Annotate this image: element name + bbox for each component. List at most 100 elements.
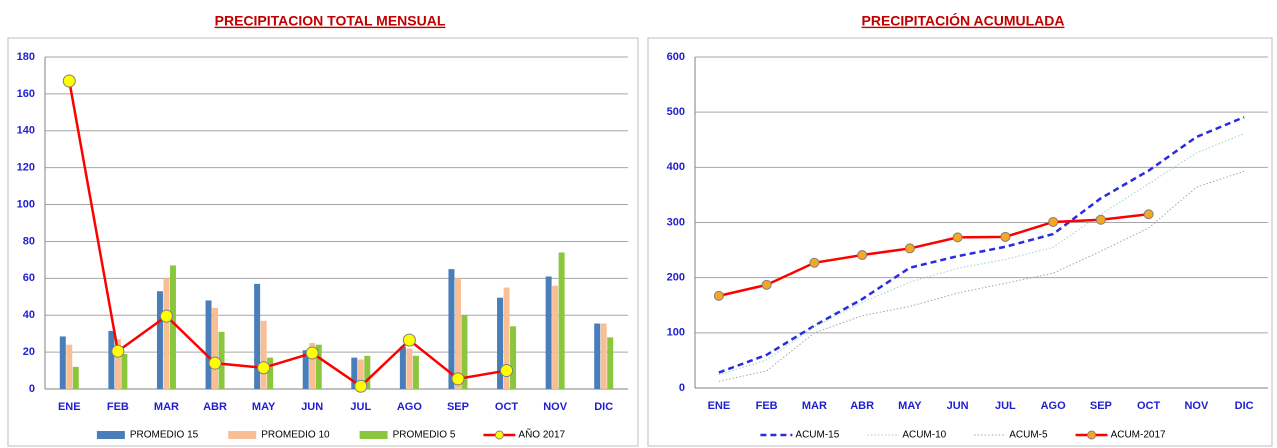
legend-swatch [359, 431, 388, 439]
legend-label: ACUM-15 [795, 430, 839, 441]
line-series [718, 133, 1245, 376]
marker [305, 346, 319, 360]
bar [364, 355, 371, 389]
line-series [718, 115, 1245, 374]
x-tick-label: ENE [58, 401, 81, 413]
bar [594, 323, 601, 389]
legend-label: ACUM-10 [902, 430, 946, 441]
line-series [718, 212, 1149, 298]
x-tick-label: ENE [708, 400, 731, 412]
y-tick-label: 400 [667, 161, 685, 173]
x-tick-label: SEP [447, 401, 469, 413]
bar [558, 252, 565, 389]
chart-title: PRECIPITACIÓN ACUMULADA [862, 12, 1065, 29]
bar [545, 276, 552, 389]
legend-marker [494, 430, 504, 440]
y-tick-label: 0 [679, 382, 685, 394]
x-tick-label: NOV [543, 401, 568, 413]
x-tick-label: OCT [495, 401, 519, 413]
x-tick-label: NOV [1184, 400, 1209, 412]
y-tick-label: 500 [667, 106, 685, 118]
marker [904, 243, 915, 254]
marker [354, 379, 368, 393]
x-tick-label: JUN [947, 400, 969, 412]
bar [163, 278, 170, 389]
y-tick-label: 120 [17, 162, 35, 174]
marker [208, 356, 222, 370]
bar [212, 307, 219, 389]
x-tick-label: JUL [995, 400, 1016, 412]
bar [406, 348, 413, 389]
legend-label: PROMEDIO 5 [393, 430, 456, 441]
bar [607, 337, 614, 389]
bar [357, 359, 364, 389]
marker [1048, 216, 1059, 227]
marker [713, 290, 724, 301]
y-tick-label: 140 [17, 125, 35, 137]
bar [309, 342, 316, 389]
panel-left [7, 37, 639, 447]
y-tick-label: 40 [23, 309, 35, 321]
bar [497, 297, 504, 389]
y-tick-label: 100 [17, 198, 35, 210]
y-tick-label: 200 [667, 272, 685, 284]
panel-right [647, 37, 1273, 447]
bar [315, 344, 322, 389]
y-tick-label: 600 [667, 51, 685, 63]
bar [218, 331, 225, 389]
bar [169, 265, 176, 389]
x-tick-label: FEB [107, 401, 129, 413]
x-tick-label: MAR [154, 401, 179, 413]
y-tick-label: 160 [17, 88, 35, 100]
bar [600, 323, 607, 389]
legend-label: PROMEDIO 15 [130, 430, 199, 441]
legend-swatch [228, 431, 257, 439]
marker [1000, 231, 1011, 242]
bar [260, 320, 267, 389]
x-tick-label: JUN [301, 401, 323, 413]
x-tick-label: SEP [1090, 400, 1112, 412]
marker [111, 344, 125, 358]
marker [857, 250, 868, 261]
bar [114, 339, 121, 389]
legend-label: AÑO 2017 [518, 428, 565, 441]
bar [399, 346, 406, 389]
bar [121, 353, 128, 389]
line-series [68, 80, 507, 388]
bar [412, 355, 419, 389]
x-tick-label: MAY [898, 400, 922, 412]
bar [302, 350, 309, 389]
marker [500, 364, 514, 378]
marker [257, 361, 271, 375]
legend-marker [1087, 430, 1097, 440]
marker [451, 372, 465, 386]
chart-title: PRECIPITACION TOTAL MENSUAL [215, 13, 446, 29]
y-tick-label: 300 [667, 216, 685, 228]
bar [72, 366, 79, 389]
x-tick-label: OCT [1137, 400, 1161, 412]
y-tick-label: 80 [23, 235, 35, 247]
bar [503, 287, 510, 389]
x-tick-label: DIC [594, 401, 613, 413]
legend-label: ACUM-2017 [1111, 430, 1166, 441]
bar [66, 344, 73, 389]
bar [205, 300, 212, 389]
line-series [718, 170, 1245, 382]
bar [108, 330, 115, 389]
bar [267, 357, 274, 389]
x-tick-label: AGO [1041, 400, 1067, 412]
y-tick-label: 100 [667, 327, 685, 339]
legend-label: ACUM-5 [1009, 430, 1048, 441]
y-tick-label: 0 [29, 383, 35, 395]
legend-label: PROMEDIO 10 [261, 430, 330, 441]
bar [510, 326, 517, 389]
marker [1143, 209, 1154, 220]
x-tick-label: AGO [397, 401, 423, 413]
x-tick-label: ABR [850, 400, 874, 412]
marker [402, 333, 416, 347]
y-tick-label: 60 [23, 272, 35, 284]
bar [156, 291, 163, 389]
marker [62, 74, 76, 88]
x-tick-label: MAR [802, 400, 827, 412]
